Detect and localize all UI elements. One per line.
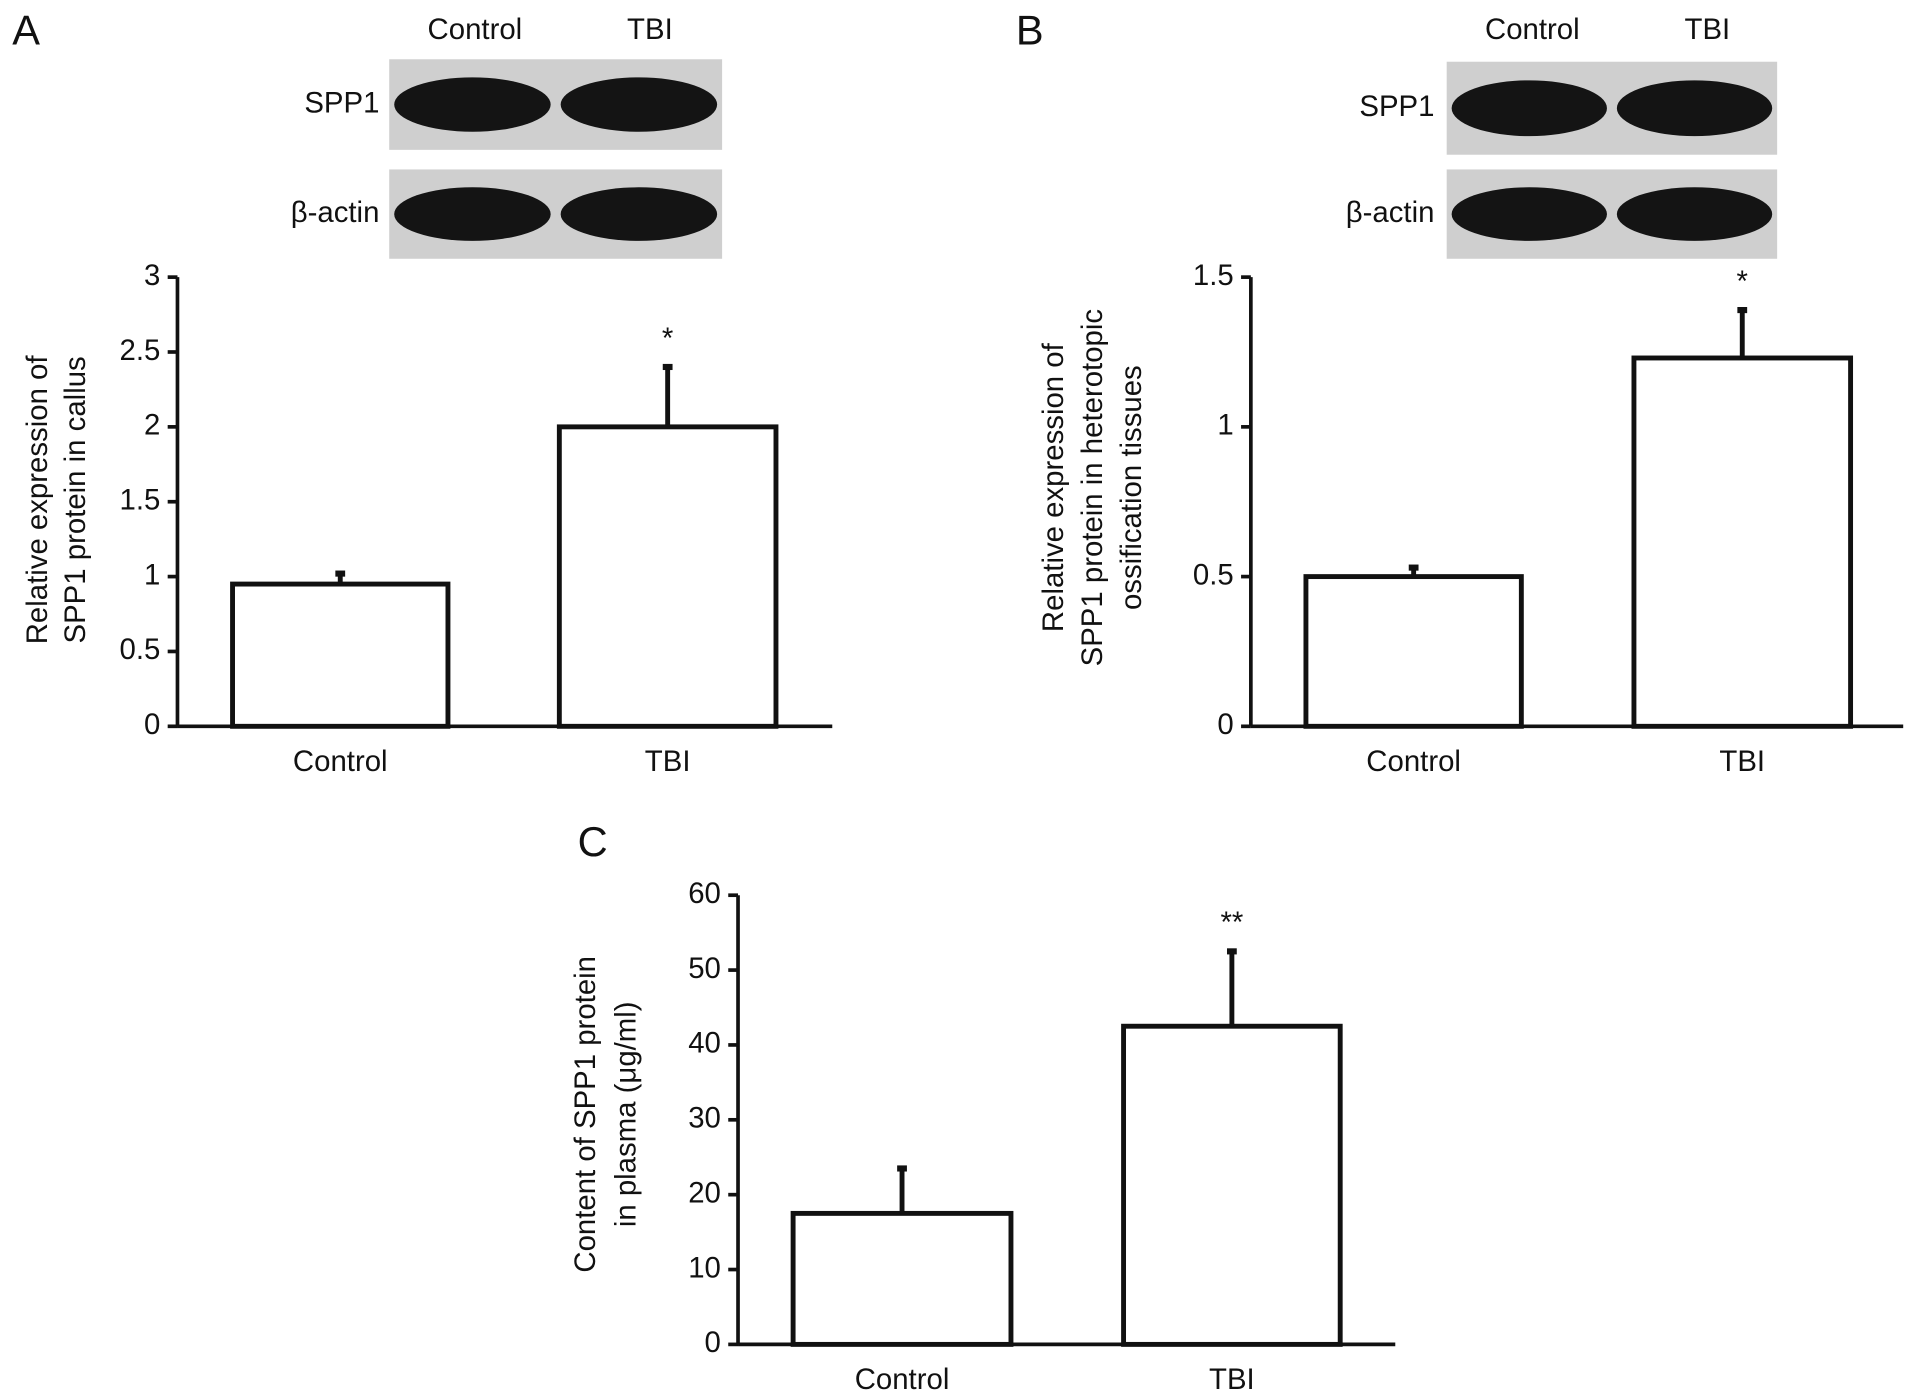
bar [230, 581, 451, 729]
blot-band [394, 77, 551, 132]
y-tick-label: 0 [1217, 708, 1233, 741]
bar [556, 424, 779, 729]
bar [1631, 355, 1854, 729]
blot-lane-label: TBI [627, 13, 673, 46]
x-tick-label: TBI [1719, 745, 1765, 778]
y-axis-label: Relative expression of [21, 355, 54, 645]
x-tick-label: TBI [1209, 1363, 1255, 1396]
error-bar [335, 570, 346, 585]
error-bar [1226, 948, 1237, 1027]
blot-band [394, 187, 551, 241]
blot-band [1451, 187, 1607, 241]
y-tick-label: 0.5 [120, 633, 161, 666]
blot-row-label: SPP1 [1359, 90, 1434, 123]
error-bar [897, 1165, 907, 1214]
y-tick-label: 2 [144, 409, 160, 442]
y-tick-label: 1.5 [120, 483, 161, 516]
blot-row-label: β-actin [291, 196, 380, 229]
y-axis-label: Content of SPP1 protein [569, 956, 602, 1273]
y-tick-label: 60 [688, 877, 721, 910]
y-axis-label: ossification tissues [1115, 365, 1148, 610]
panel-label: C [578, 818, 608, 865]
x-tick-label: Control [293, 745, 388, 778]
y-axis-label: SPP1 protein in callus [59, 356, 92, 643]
y-axis-label: in plasma (μg/ml) [610, 1001, 643, 1227]
y-tick-label: 30 [688, 1102, 721, 1135]
bar [1303, 574, 1524, 729]
blot-row-label: β-actin [1346, 196, 1435, 229]
y-tick-label: 2.5 [120, 334, 161, 367]
y-tick-label: 0 [705, 1326, 721, 1359]
blot-band [1616, 80, 1773, 137]
blot-band [560, 77, 718, 132]
x-tick-label: Control [1366, 745, 1461, 778]
x-tick-label: TBI [645, 745, 691, 778]
bar [790, 1210, 1014, 1347]
y-tick-label: 40 [688, 1027, 721, 1060]
panel-label: A [12, 7, 40, 54]
panel-label: B [1016, 7, 1044, 54]
y-axis-label: Relative expression of [1037, 342, 1070, 632]
y-tick-label: 10 [688, 1251, 721, 1284]
blot-lane-label: TBI [1685, 13, 1731, 46]
blot-lane-label: Control [1485, 13, 1580, 46]
y-tick-label: 20 [688, 1176, 721, 1209]
significance: * [662, 322, 673, 355]
y-tick-label: 3 [144, 259, 160, 292]
blot-band [1451, 80, 1607, 137]
significance: * [1737, 265, 1748, 298]
significance: ** [1220, 906, 1243, 939]
y-tick-label: 0 [144, 708, 160, 741]
y-tick-label: 1.5 [1193, 259, 1234, 292]
blot-band [560, 187, 718, 241]
y-tick-label: 50 [688, 952, 721, 985]
error-bar [1408, 564, 1419, 577]
blot-lane-label: Control [428, 13, 523, 46]
error-bar [662, 363, 673, 427]
error-bar [1737, 307, 1748, 358]
y-tick-label: 1 [1217, 409, 1233, 442]
blot-row-label: SPP1 [304, 86, 379, 119]
y-axis-label: SPP1 protein in heterotopic [1076, 309, 1109, 666]
blot-band [1616, 187, 1773, 241]
x-tick-label: Control [855, 1363, 950, 1396]
y-tick-label: 1 [144, 558, 160, 591]
y-tick-label: 0.5 [1193, 558, 1234, 591]
bar [1121, 1023, 1343, 1347]
